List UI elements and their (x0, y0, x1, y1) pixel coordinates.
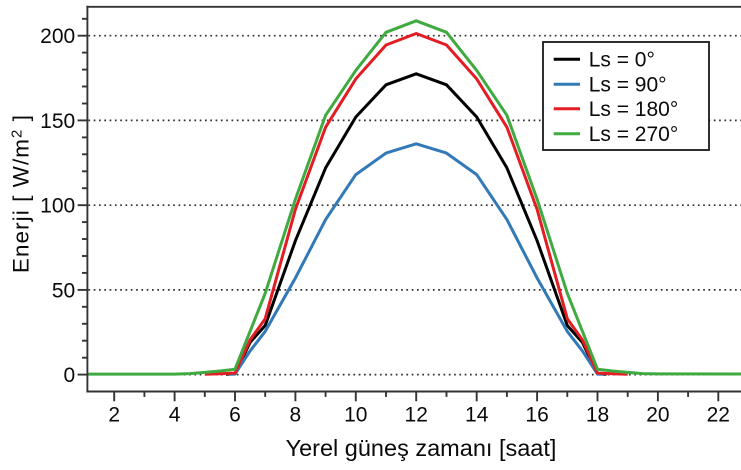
svg-text:Yerel güneş zamanı [saat]: Yerel güneş zamanı [saat] (286, 435, 557, 461)
svg-text:Ls = 270°: Ls = 270° (589, 123, 679, 146)
svg-text:16: 16 (525, 403, 548, 426)
svg-text:6: 6 (229, 403, 241, 426)
svg-text:200: 200 (40, 25, 75, 48)
svg-text:10: 10 (344, 403, 367, 426)
svg-text:Ls = 180°: Ls = 180° (589, 98, 679, 121)
svg-text:Enerji [ W/m2 ]: Enerji [ W/m2 ] (9, 114, 34, 273)
svg-text:0: 0 (64, 364, 76, 387)
svg-text:2: 2 (108, 403, 120, 426)
svg-text:Ls = 90°: Ls = 90° (589, 73, 667, 96)
svg-text:100: 100 (40, 195, 75, 218)
svg-text:22: 22 (707, 403, 730, 426)
svg-text:20: 20 (646, 403, 669, 426)
svg-text:18: 18 (586, 403, 609, 426)
svg-text:50: 50 (52, 279, 75, 302)
svg-text:12: 12 (405, 403, 428, 426)
svg-text:Ls = 0°: Ls = 0° (589, 48, 655, 71)
svg-text:150: 150 (40, 110, 75, 133)
svg-text:4: 4 (169, 403, 181, 426)
svg-text:14: 14 (465, 403, 489, 426)
svg-text:8: 8 (290, 403, 302, 426)
